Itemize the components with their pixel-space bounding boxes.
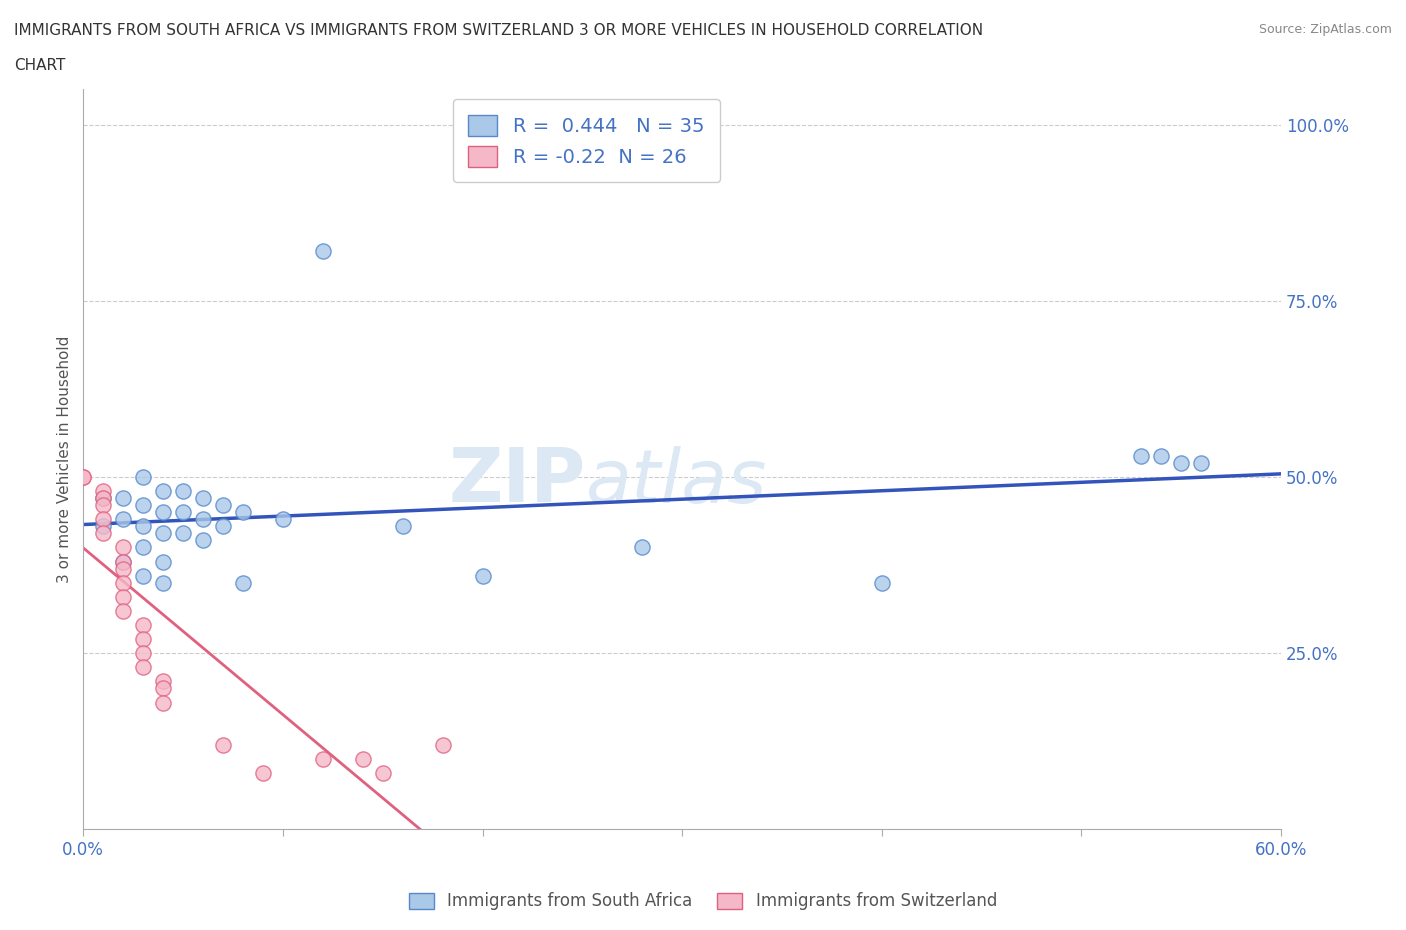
Legend: R =  0.444   N = 35, R = -0.22  N = 26: R = 0.444 N = 35, R = -0.22 N = 26 — [453, 100, 720, 182]
Point — [91, 498, 114, 512]
Point — [432, 737, 454, 752]
Point — [172, 526, 194, 541]
Point — [172, 505, 194, 520]
Point — [72, 470, 94, 485]
Point — [112, 512, 135, 526]
Y-axis label: 3 or more Vehicles in Household: 3 or more Vehicles in Household — [58, 336, 72, 583]
Point — [312, 751, 335, 766]
Point — [152, 695, 174, 710]
Point — [391, 519, 413, 534]
Point — [152, 526, 174, 541]
Point — [870, 576, 893, 591]
Point — [72, 470, 94, 485]
Point — [112, 554, 135, 569]
Point — [132, 631, 155, 646]
Point — [112, 604, 135, 618]
Point — [132, 540, 155, 555]
Point — [152, 484, 174, 498]
Point — [152, 576, 174, 591]
Point — [91, 491, 114, 506]
Point — [132, 519, 155, 534]
Point — [152, 505, 174, 520]
Legend: Immigrants from South Africa, Immigrants from Switzerland: Immigrants from South Africa, Immigrants… — [402, 885, 1004, 917]
Point — [112, 491, 135, 506]
Point — [191, 512, 214, 526]
Point — [112, 590, 135, 604]
Point — [91, 512, 114, 526]
Point — [471, 568, 494, 583]
Point — [172, 484, 194, 498]
Point — [132, 618, 155, 632]
Point — [132, 660, 155, 675]
Point — [1170, 456, 1192, 471]
Point — [91, 519, 114, 534]
Point — [152, 681, 174, 696]
Point — [132, 645, 155, 660]
Point — [152, 674, 174, 689]
Point — [112, 554, 135, 569]
Point — [112, 561, 135, 576]
Point — [132, 470, 155, 485]
Point — [112, 576, 135, 591]
Point — [252, 765, 274, 780]
Point — [212, 498, 235, 512]
Point — [212, 737, 235, 752]
Point — [312, 244, 335, 259]
Point — [1189, 456, 1212, 471]
Point — [132, 498, 155, 512]
Point — [232, 576, 254, 591]
Text: ZIP: ZIP — [449, 445, 586, 518]
Point — [631, 540, 654, 555]
Text: Source: ZipAtlas.com: Source: ZipAtlas.com — [1258, 23, 1392, 36]
Text: CHART: CHART — [14, 58, 66, 73]
Point — [112, 540, 135, 555]
Point — [212, 519, 235, 534]
Text: IMMIGRANTS FROM SOUTH AFRICA VS IMMIGRANTS FROM SWITZERLAND 3 OR MORE VEHICLES I: IMMIGRANTS FROM SOUTH AFRICA VS IMMIGRAN… — [14, 23, 983, 38]
Point — [132, 568, 155, 583]
Point — [1150, 448, 1173, 463]
Point — [91, 484, 114, 498]
Text: atlas: atlas — [586, 445, 768, 518]
Point — [232, 505, 254, 520]
Point — [91, 526, 114, 541]
Point — [371, 765, 394, 780]
Point — [1130, 448, 1153, 463]
Point — [191, 533, 214, 548]
Point — [152, 554, 174, 569]
Point — [191, 491, 214, 506]
Point — [271, 512, 294, 526]
Point — [352, 751, 374, 766]
Point — [91, 491, 114, 506]
